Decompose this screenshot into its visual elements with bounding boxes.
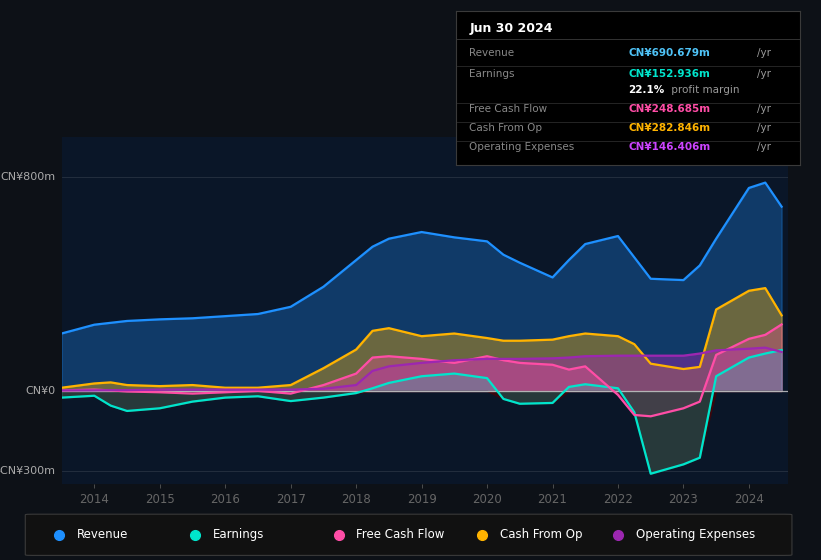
Text: CN¥690.679m: CN¥690.679m — [628, 48, 710, 58]
Text: Cash From Op: Cash From Op — [470, 123, 543, 133]
Text: /yr: /yr — [758, 142, 772, 152]
Text: Free Cash Flow: Free Cash Flow — [356, 528, 444, 542]
Text: -CN¥300m: -CN¥300m — [0, 466, 56, 476]
Text: profit margin: profit margin — [667, 85, 739, 95]
Text: CN¥282.846m: CN¥282.846m — [628, 123, 710, 133]
Text: Operating Expenses: Operating Expenses — [470, 142, 575, 152]
Text: Cash From Op: Cash From Op — [500, 528, 582, 542]
Text: CN¥0: CN¥0 — [25, 386, 56, 396]
Text: Earnings: Earnings — [213, 528, 264, 542]
Text: CN¥248.685m: CN¥248.685m — [628, 104, 710, 114]
Text: /yr: /yr — [758, 68, 772, 78]
Text: Revenue: Revenue — [470, 48, 515, 58]
Text: Jun 30 2024: Jun 30 2024 — [470, 22, 553, 35]
Text: /yr: /yr — [758, 123, 772, 133]
Text: CN¥800m: CN¥800m — [1, 172, 56, 182]
Text: CN¥146.406m: CN¥146.406m — [628, 142, 710, 152]
Text: Earnings: Earnings — [470, 68, 515, 78]
Text: Free Cash Flow: Free Cash Flow — [470, 104, 548, 114]
FancyBboxPatch shape — [25, 514, 792, 556]
Text: /yr: /yr — [758, 104, 772, 114]
Text: Revenue: Revenue — [76, 528, 128, 542]
Text: Operating Expenses: Operating Expenses — [635, 528, 754, 542]
Text: CN¥152.936m: CN¥152.936m — [628, 68, 710, 78]
Text: 22.1%: 22.1% — [628, 85, 664, 95]
Text: /yr: /yr — [758, 48, 772, 58]
